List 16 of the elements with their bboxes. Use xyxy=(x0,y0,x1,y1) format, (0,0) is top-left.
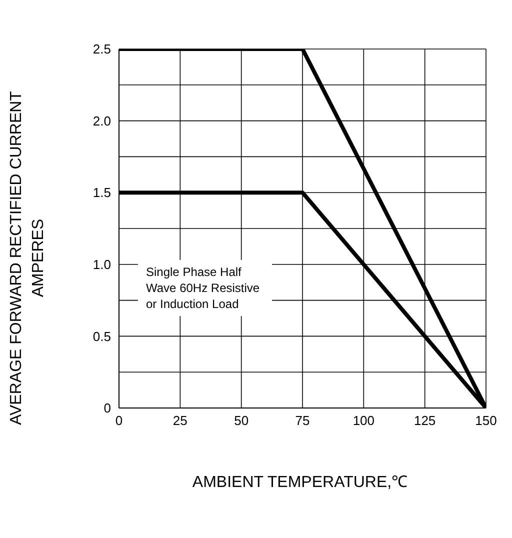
y-tick-label: 0 xyxy=(104,400,111,416)
y-tick-label: 1.5 xyxy=(92,185,111,200)
x-tick-label: 25 xyxy=(172,413,188,428)
annotation: Single Phase Half Wave 60Hz Resistive or Induction Load xyxy=(138,260,272,316)
y-tick-label: 1.0 xyxy=(92,257,111,272)
y-axis-title: AVERAGE FORWARD RECTIFIED CURRENT AMPERES xyxy=(7,90,48,427)
x-axis-title: AMBIENT TEMPERATURE,℃ xyxy=(191,473,409,492)
x-tick-label: 100 xyxy=(352,413,375,428)
y-tick-label: 2.0 xyxy=(92,113,111,128)
x-tick-label: 0 xyxy=(115,413,123,428)
x-tick-label: 125 xyxy=(414,413,436,428)
y-tick-label: 2.5 xyxy=(92,42,111,57)
x-tick-label: 75 xyxy=(295,413,310,428)
y-tick-label: 0.5 xyxy=(92,328,111,344)
x-tick-label: 150 xyxy=(475,413,497,428)
x-tick-label: 50 xyxy=(234,413,249,428)
